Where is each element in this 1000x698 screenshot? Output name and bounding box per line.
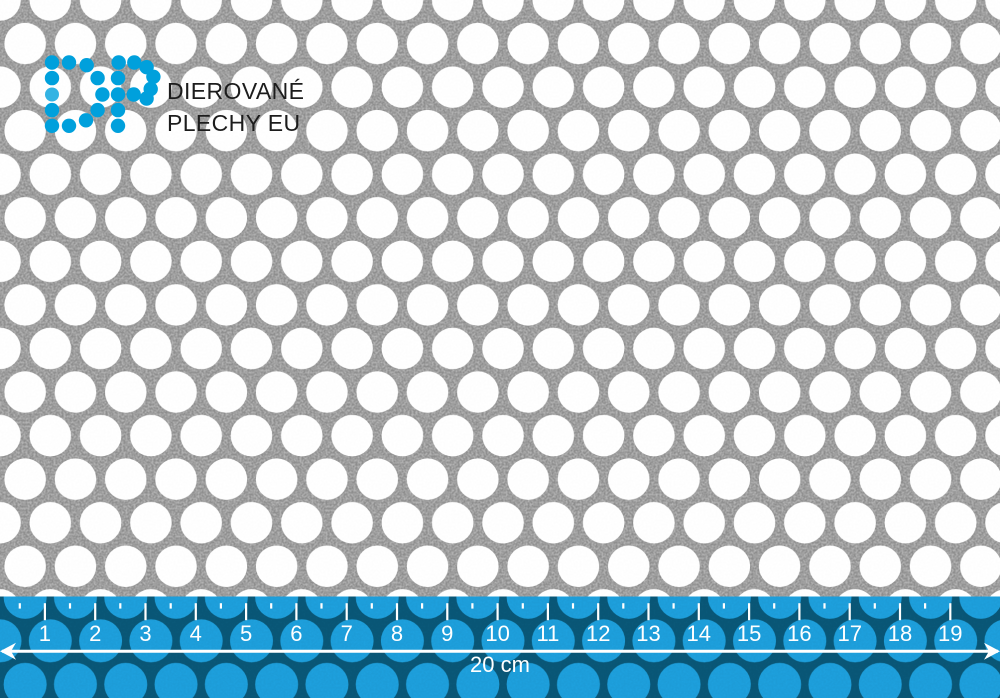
svg-text:13: 13 (636, 621, 660, 646)
svg-text:19: 19 (938, 621, 962, 646)
svg-text:3: 3 (139, 621, 151, 646)
svg-text:8: 8 (391, 621, 403, 646)
svg-text:4: 4 (190, 621, 202, 646)
svg-text:6: 6 (290, 621, 302, 646)
svg-text:11: 11 (536, 621, 559, 646)
svg-text:15: 15 (737, 621, 761, 646)
svg-text:1: 1 (39, 621, 51, 646)
svg-text:DIEROVANÉ: DIEROVANÉ (167, 78, 304, 104)
svg-text:PLECHY EU: PLECHY EU (167, 110, 301, 136)
svg-text:17: 17 (837, 621, 861, 646)
svg-text:18: 18 (888, 621, 912, 646)
svg-text:20 cm: 20 cm (470, 652, 530, 677)
svg-text:12: 12 (586, 621, 610, 646)
svg-text:9: 9 (441, 621, 453, 646)
svg-text:7: 7 (341, 621, 353, 646)
svg-text:5: 5 (240, 621, 252, 646)
svg-text:10: 10 (485, 621, 509, 646)
svg-text:2: 2 (89, 621, 101, 646)
svg-text:16: 16 (787, 621, 811, 646)
svg-text:14: 14 (687, 621, 711, 646)
